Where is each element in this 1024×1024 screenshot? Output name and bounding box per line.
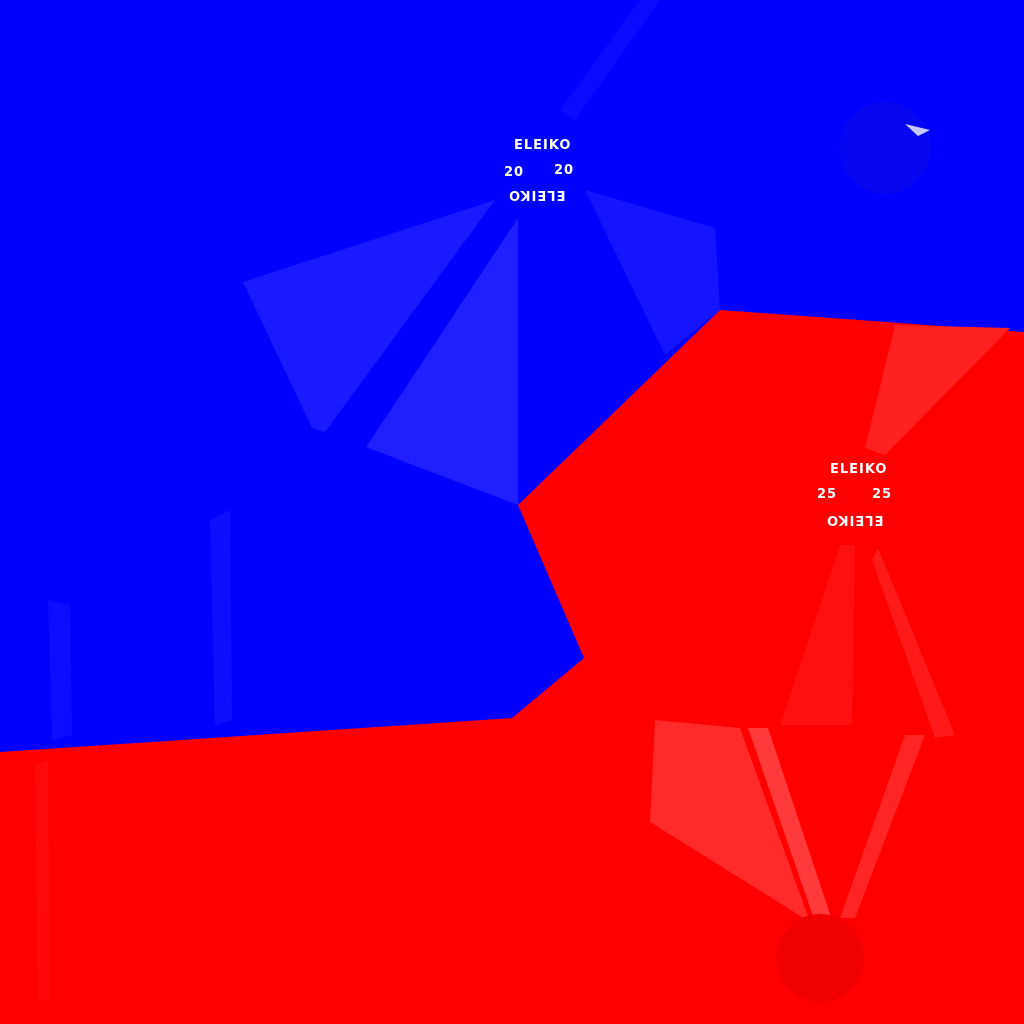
blue-plate-brand-bottom: ELEIKO bbox=[508, 187, 566, 202]
red-plate-brand-bottom: ELEIKO bbox=[826, 512, 884, 527]
collar-highlight bbox=[905, 124, 930, 136]
red-plate-weight-left: 25 bbox=[817, 487, 838, 502]
red-plate-face bbox=[840, 735, 925, 918]
red-plate-face bbox=[780, 545, 855, 725]
red-plate-face bbox=[35, 760, 50, 1000]
blue-plate-weight-left: 20 bbox=[504, 165, 525, 180]
blue-plate-face bbox=[48, 600, 72, 740]
blue-plate-face bbox=[210, 510, 232, 725]
collar-hub bbox=[839, 102, 931, 194]
red-plate-brand-top: ELEIKO bbox=[830, 462, 888, 477]
red-plate-face bbox=[748, 728, 832, 922]
blue-plate-face bbox=[243, 200, 495, 432]
blue-plate-weight-right: 20 bbox=[554, 163, 575, 178]
blue-plate-face bbox=[585, 190, 720, 355]
red-plate-hub bbox=[776, 914, 864, 1002]
red-plate-face bbox=[650, 720, 810, 922]
red-plate-weight-right: 25 bbox=[872, 487, 893, 502]
red-plate-face bbox=[872, 548, 955, 738]
blue-plate-brand-top: ELEIKO bbox=[514, 138, 572, 153]
red-plate-face bbox=[865, 325, 1010, 455]
blue-plate-face bbox=[366, 218, 518, 505]
blue-plate-face bbox=[560, 0, 660, 120]
